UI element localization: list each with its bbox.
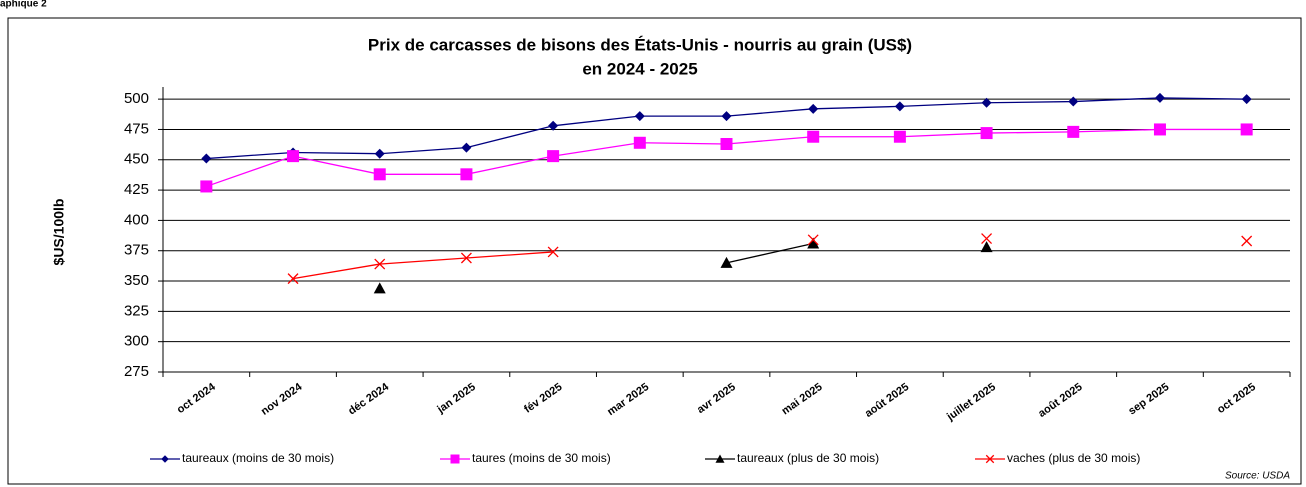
marker [807, 130, 820, 143]
marker [373, 168, 386, 181]
marker [1241, 94, 1252, 105]
chart-subtitle: en 2024 - 2025 [582, 59, 697, 78]
marker [981, 233, 993, 245]
y-tick-label: 400 [124, 211, 149, 228]
marker [807, 234, 819, 246]
legend-marker [450, 454, 460, 464]
y-tick-label: 475 [124, 120, 149, 137]
marker [1241, 235, 1253, 247]
y-tick-label: 300 [124, 333, 149, 350]
y-tick-label: 500 [124, 90, 149, 107]
y-tick-label: 325 [124, 302, 149, 319]
legend-label: taureaux (plus de 30 mois) [737, 451, 879, 465]
marker [287, 150, 300, 163]
legend-marker [985, 454, 995, 464]
marker [287, 273, 299, 285]
marker [460, 252, 472, 264]
marker [200, 180, 213, 193]
marker [720, 256, 733, 268]
caption: aphique 2 [0, 0, 47, 10]
marker [980, 127, 993, 140]
y-tick-label: 275 [124, 363, 149, 380]
marker [721, 111, 732, 122]
legend-label: vaches (plus de 30 mois) [1007, 451, 1140, 465]
legend-label: taureaux (moins de 30 mois) [182, 451, 334, 465]
marker [547, 246, 559, 258]
marker [720, 138, 733, 150]
legend-marker [715, 454, 725, 463]
series-line [292, 251, 554, 280]
marker [548, 120, 559, 131]
marker [461, 142, 472, 153]
marker [374, 148, 385, 159]
source: Source: USDA [1225, 471, 1290, 482]
marker [1240, 123, 1253, 136]
marker [893, 130, 906, 143]
legend-marker [161, 455, 169, 463]
legend-label: taures (moins de 30 mois) [472, 451, 611, 465]
marker [1067, 125, 1080, 138]
marker [1068, 96, 1079, 107]
marker [373, 282, 386, 294]
marker [1154, 92, 1165, 103]
marker [1153, 123, 1166, 136]
y-axis-label: $US/100lb [51, 199, 67, 266]
marker [981, 97, 992, 108]
y-tick-label: 350 [124, 272, 149, 289]
marker [808, 103, 819, 114]
marker [460, 168, 473, 181]
chart-title: Prix de carcasses de bisons des États-Un… [368, 35, 912, 54]
y-tick-label: 425 [124, 181, 149, 198]
marker [547, 150, 560, 163]
marker [807, 237, 820, 249]
y-tick-label: 375 [124, 242, 149, 259]
marker [633, 136, 646, 149]
marker [374, 258, 386, 270]
marker [980, 241, 993, 253]
marker [634, 111, 645, 122]
y-tick-label: 450 [124, 151, 149, 168]
series-line [726, 242, 814, 264]
marker [894, 101, 905, 112]
marker [201, 153, 212, 164]
